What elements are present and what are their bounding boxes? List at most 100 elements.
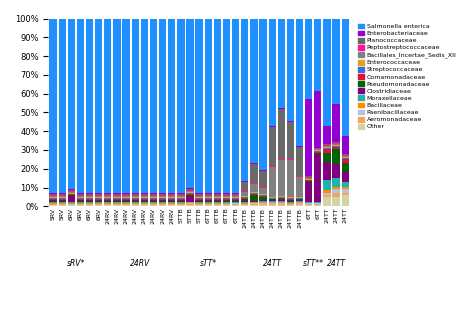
Bar xyxy=(177,201,184,202)
Bar xyxy=(113,201,120,202)
Bar xyxy=(278,159,285,160)
Bar xyxy=(177,19,184,193)
Bar xyxy=(58,196,66,197)
Bar xyxy=(159,195,166,196)
Bar xyxy=(269,166,276,167)
Bar xyxy=(305,179,312,180)
Bar xyxy=(49,194,57,195)
Bar xyxy=(287,197,294,198)
Bar xyxy=(223,195,230,196)
Bar xyxy=(77,205,84,206)
Bar xyxy=(168,200,175,201)
Bar xyxy=(159,199,166,200)
Bar xyxy=(342,159,349,163)
Bar xyxy=(95,204,102,205)
Bar xyxy=(223,202,230,203)
Bar xyxy=(223,193,230,194)
Bar xyxy=(141,193,148,194)
Bar xyxy=(141,197,148,198)
Bar xyxy=(86,200,93,201)
Bar xyxy=(58,203,66,204)
Bar xyxy=(49,198,57,199)
Bar xyxy=(186,19,194,188)
Bar xyxy=(168,19,175,193)
Bar xyxy=(186,189,194,190)
Bar xyxy=(323,126,331,144)
Bar xyxy=(287,198,294,199)
Bar xyxy=(287,200,294,201)
Bar xyxy=(259,197,267,200)
Bar xyxy=(186,203,194,204)
Bar xyxy=(141,19,148,193)
Bar xyxy=(269,199,276,200)
Bar xyxy=(113,196,120,197)
Bar xyxy=(68,196,75,202)
Bar xyxy=(141,196,148,197)
Bar xyxy=(342,157,349,158)
Bar xyxy=(332,193,340,197)
Bar xyxy=(86,195,93,196)
Bar xyxy=(269,127,276,166)
Bar xyxy=(195,201,203,202)
Bar xyxy=(86,203,93,204)
Bar xyxy=(141,200,148,201)
Bar xyxy=(177,199,184,200)
Bar xyxy=(332,104,340,143)
Bar xyxy=(269,205,276,206)
Bar xyxy=(177,204,184,205)
Bar xyxy=(342,158,349,159)
Bar xyxy=(58,195,66,196)
Bar xyxy=(250,163,257,164)
Bar xyxy=(132,203,139,204)
Bar xyxy=(168,202,175,203)
Bar xyxy=(241,192,248,196)
Bar xyxy=(269,19,276,126)
Bar xyxy=(177,200,184,201)
Bar xyxy=(86,194,93,195)
Bar xyxy=(241,19,248,181)
Bar xyxy=(95,202,102,203)
Bar xyxy=(104,204,111,205)
Bar xyxy=(186,204,194,205)
Bar xyxy=(104,201,111,202)
Bar xyxy=(223,198,230,199)
Bar xyxy=(186,202,194,203)
Bar xyxy=(205,198,212,199)
Text: sRV*: sRV* xyxy=(67,259,85,268)
Bar xyxy=(259,205,267,206)
Bar xyxy=(214,196,221,197)
Bar xyxy=(95,205,102,206)
Bar xyxy=(232,196,239,197)
Text: sTT*: sTT* xyxy=(200,259,217,268)
Bar xyxy=(342,193,349,195)
Bar xyxy=(332,147,340,149)
Bar xyxy=(122,201,130,202)
Bar xyxy=(305,176,312,177)
Bar xyxy=(205,195,212,196)
Bar xyxy=(95,19,102,193)
Bar xyxy=(104,203,111,204)
Bar xyxy=(186,195,194,196)
Bar xyxy=(223,197,230,198)
Bar xyxy=(104,193,111,194)
Bar xyxy=(68,192,75,193)
Bar xyxy=(122,195,130,196)
Bar xyxy=(186,196,194,201)
Bar xyxy=(223,205,230,206)
Bar xyxy=(86,204,93,205)
Bar xyxy=(278,204,285,205)
Bar xyxy=(205,196,212,197)
Bar xyxy=(186,205,194,206)
Bar xyxy=(141,202,148,203)
Bar xyxy=(314,205,321,206)
Bar xyxy=(86,193,93,194)
Bar xyxy=(259,202,267,203)
Bar xyxy=(232,19,239,193)
Text: 24TT: 24TT xyxy=(327,259,346,268)
Bar xyxy=(58,19,66,194)
Bar xyxy=(113,202,120,203)
Bar xyxy=(314,148,321,149)
Bar xyxy=(305,178,312,179)
Bar xyxy=(68,189,75,190)
Bar xyxy=(323,148,331,149)
